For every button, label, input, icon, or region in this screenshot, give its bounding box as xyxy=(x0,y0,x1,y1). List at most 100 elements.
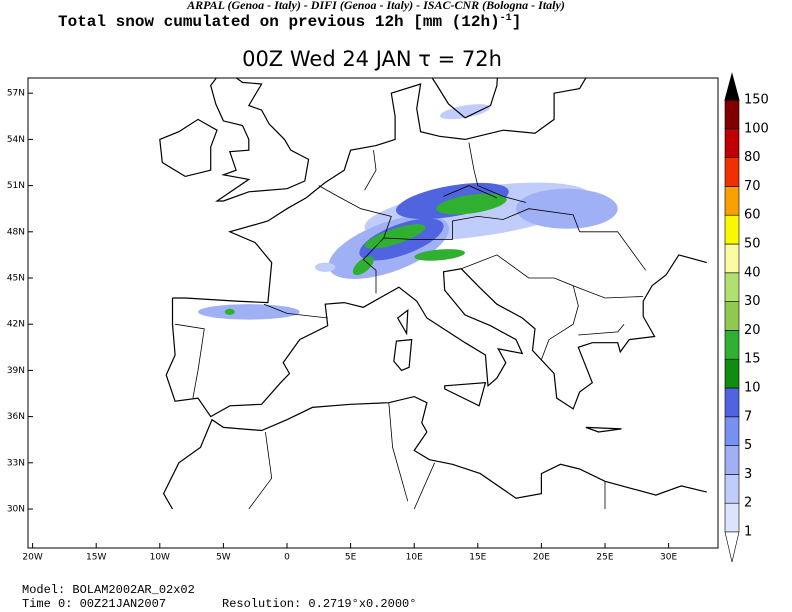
legend-label: 15 xyxy=(744,352,761,367)
y-tick-label: 30N xyxy=(7,505,25,515)
legend-label: 100 xyxy=(744,121,769,136)
footer-model: Model: BOLAM2002AR_02x02 xyxy=(22,583,195,597)
x-tick-label: 5W xyxy=(216,553,231,563)
x-tick-label: 20E xyxy=(533,553,550,563)
legend-label: 20 xyxy=(744,323,761,338)
legend-swatch xyxy=(724,272,740,302)
coastline xyxy=(585,426,622,433)
coastline xyxy=(172,78,587,304)
x-tick-label: 5E xyxy=(345,553,357,563)
coastline xyxy=(162,395,707,510)
map-area xyxy=(159,78,707,510)
x-tick-label: 15W xyxy=(86,553,106,563)
map-frame xyxy=(27,77,719,549)
legend-label: 50 xyxy=(744,237,761,252)
legend-swatch xyxy=(724,99,740,130)
border xyxy=(468,142,527,203)
legend-label: 10 xyxy=(744,381,761,396)
y-tick-label: 48N xyxy=(7,227,25,237)
x-tick-label: 0 xyxy=(284,553,290,563)
coastline xyxy=(165,254,707,418)
y-tick-label: 42N xyxy=(7,320,25,330)
map-title: 00Z Wed 24 JAN τ = 72h xyxy=(242,47,502,71)
legend-top xyxy=(724,72,740,101)
legend-swatch xyxy=(724,387,740,418)
legend-swatch xyxy=(724,330,740,360)
legend-swatch xyxy=(724,445,740,475)
y-tick-label: 51N xyxy=(7,181,25,191)
legend-swatch xyxy=(724,186,740,216)
legend-label: 1 xyxy=(744,525,752,540)
legend-label: 80 xyxy=(744,150,761,165)
legend-swatch xyxy=(724,214,740,245)
legend-swatch xyxy=(724,474,740,504)
legend-swatch xyxy=(724,128,740,158)
y-tick-label: 36N xyxy=(7,412,25,422)
border xyxy=(175,323,205,399)
y-tick-label: 33N xyxy=(7,458,25,468)
axes: 20W 15W 10W 5W 0 5E 10E 15E 20E 25E 30E 57N 54N 51N 48… xyxy=(7,89,678,563)
legend-label: 3 xyxy=(744,467,752,482)
legend-label: 150 xyxy=(744,93,769,108)
snow-area xyxy=(352,256,374,276)
x-tick-label: 30E xyxy=(660,553,677,563)
y-tick-label: 54N xyxy=(7,135,25,145)
snow-area xyxy=(364,224,426,249)
snow-area xyxy=(436,193,507,215)
footer-time: Time 0: 00Z21JAN2007 xyxy=(22,597,166,611)
snow-area xyxy=(224,308,235,315)
border xyxy=(579,231,647,271)
legend-swatch xyxy=(724,358,740,389)
border xyxy=(263,303,328,319)
border xyxy=(443,185,498,199)
header-title: Total snow cumulated on previous 12h [mm… xyxy=(58,13,521,32)
border xyxy=(318,185,392,294)
title-end: ] xyxy=(512,13,522,31)
legend-swatch xyxy=(724,243,740,274)
legend-swatch xyxy=(724,502,740,533)
x-tick-label: 10E xyxy=(406,553,423,563)
legend-bottom xyxy=(724,531,740,563)
x-tick-label: 25E xyxy=(596,553,613,563)
legend-label: 7 xyxy=(744,409,752,424)
border xyxy=(461,254,579,360)
legend-label: 30 xyxy=(744,294,761,309)
border xyxy=(578,323,625,336)
title-text: Total snow cumulated on previous 12h [mm… xyxy=(58,13,500,31)
border xyxy=(383,208,580,240)
coastline xyxy=(444,382,487,407)
coastline xyxy=(393,338,413,372)
legend-label: 40 xyxy=(744,265,761,280)
legend-swatch xyxy=(724,416,740,446)
legend-swatch xyxy=(724,157,740,187)
legend-swatch xyxy=(724,301,740,331)
coastline xyxy=(396,309,409,336)
y-tick-label: 57N xyxy=(7,89,25,99)
credits: ARPAL (Genoa - Italy) - DIFI (Genoa - It… xyxy=(186,0,565,12)
coastline xyxy=(210,78,310,202)
border xyxy=(388,402,409,502)
border xyxy=(248,431,273,510)
snow-area xyxy=(414,249,465,261)
snow-area xyxy=(440,104,491,120)
coastline xyxy=(431,78,498,119)
legend-label: 60 xyxy=(744,208,761,223)
title-exponent: -1 xyxy=(500,13,512,24)
legend-label: 2 xyxy=(744,496,752,511)
border xyxy=(413,462,435,510)
snow-area xyxy=(315,262,336,272)
legend: 1 2 3 5 7 10 15 20 30 40 50 60 70 80 100 150 xyxy=(724,72,769,563)
border xyxy=(573,285,644,299)
y-tick-label: 45N xyxy=(7,274,25,284)
x-tick-label: 10W xyxy=(150,553,170,563)
snow-area xyxy=(198,304,300,320)
legend-label: 70 xyxy=(744,179,761,194)
border xyxy=(364,150,377,191)
x-tick-label: 15E xyxy=(469,553,486,563)
footer-resolution: Resolution: 0.2719°x0.2000° xyxy=(222,597,416,611)
y-tick-label: 39N xyxy=(7,366,25,376)
legend-label: 5 xyxy=(744,438,752,453)
coastline xyxy=(159,118,218,178)
snow-area xyxy=(516,188,618,229)
